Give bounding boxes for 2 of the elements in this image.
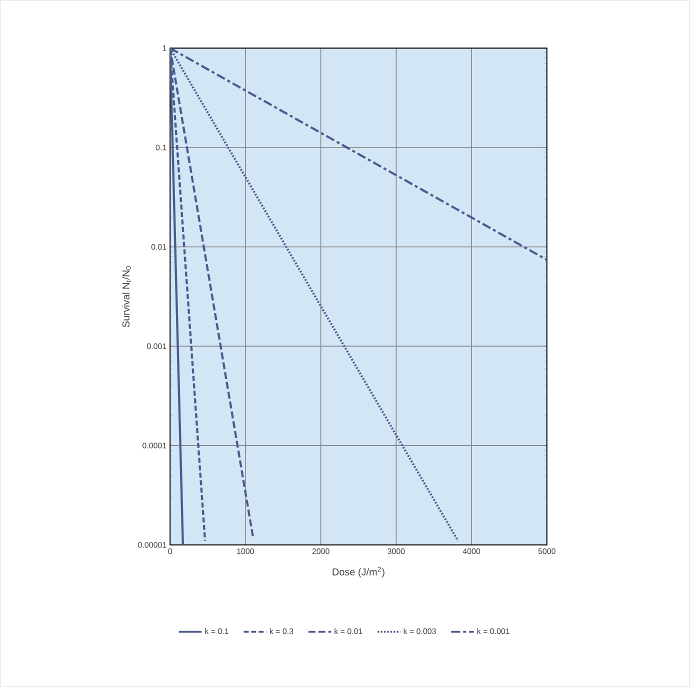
- x-axis-title: Dose (J/m$^{2}$): [332, 566, 384, 578]
- y-axis-title: Survival N$_{t}$/N$_{0}$: [122, 266, 131, 328]
